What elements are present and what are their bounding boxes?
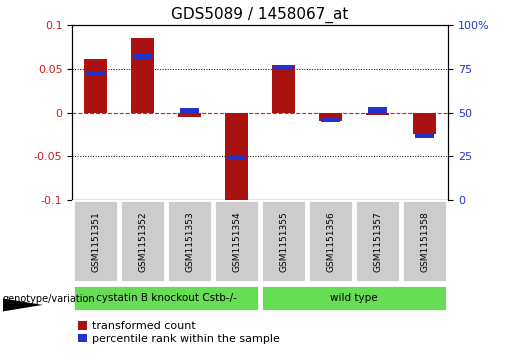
Polygon shape bbox=[3, 298, 43, 311]
Bar bbox=[86, 71, 105, 76]
Bar bbox=[319, 113, 342, 121]
Text: genotype/variation: genotype/variation bbox=[3, 294, 95, 305]
Bar bbox=[131, 38, 154, 113]
Bar bbox=[366, 113, 389, 115]
Bar bbox=[415, 132, 434, 138]
Bar bbox=[272, 65, 295, 113]
Bar bbox=[167, 200, 212, 282]
Bar bbox=[225, 113, 248, 200]
Bar bbox=[261, 285, 447, 311]
Text: GSM1151357: GSM1151357 bbox=[373, 211, 382, 272]
Text: cystatin B knockout Cstb-/-: cystatin B knockout Cstb-/- bbox=[96, 293, 236, 303]
Bar bbox=[84, 58, 107, 113]
Bar bbox=[227, 155, 246, 160]
Text: GSM1151351: GSM1151351 bbox=[91, 211, 100, 272]
Bar bbox=[308, 200, 353, 282]
Bar bbox=[402, 200, 447, 282]
Text: GSM1151354: GSM1151354 bbox=[232, 211, 241, 272]
Bar bbox=[73, 285, 259, 311]
Text: GSM1151355: GSM1151355 bbox=[279, 211, 288, 272]
Bar bbox=[133, 53, 152, 58]
Bar bbox=[180, 108, 199, 113]
Text: GSM1151353: GSM1151353 bbox=[185, 211, 194, 272]
Bar bbox=[274, 65, 293, 70]
Bar bbox=[214, 200, 259, 282]
Text: GSM1151356: GSM1151356 bbox=[326, 211, 335, 272]
Text: GSM1151358: GSM1151358 bbox=[420, 211, 429, 272]
Bar bbox=[413, 113, 436, 134]
Bar bbox=[368, 107, 387, 113]
Bar bbox=[178, 113, 201, 117]
Bar bbox=[321, 117, 340, 122]
Legend: transformed count, percentile rank within the sample: transformed count, percentile rank withi… bbox=[78, 321, 280, 344]
Title: GDS5089 / 1458067_at: GDS5089 / 1458067_at bbox=[171, 7, 349, 23]
Text: wild type: wild type bbox=[330, 293, 378, 303]
Bar bbox=[355, 200, 400, 282]
Text: GSM1151352: GSM1151352 bbox=[138, 211, 147, 272]
Bar bbox=[120, 200, 165, 282]
Bar bbox=[261, 200, 306, 282]
Bar bbox=[73, 200, 118, 282]
